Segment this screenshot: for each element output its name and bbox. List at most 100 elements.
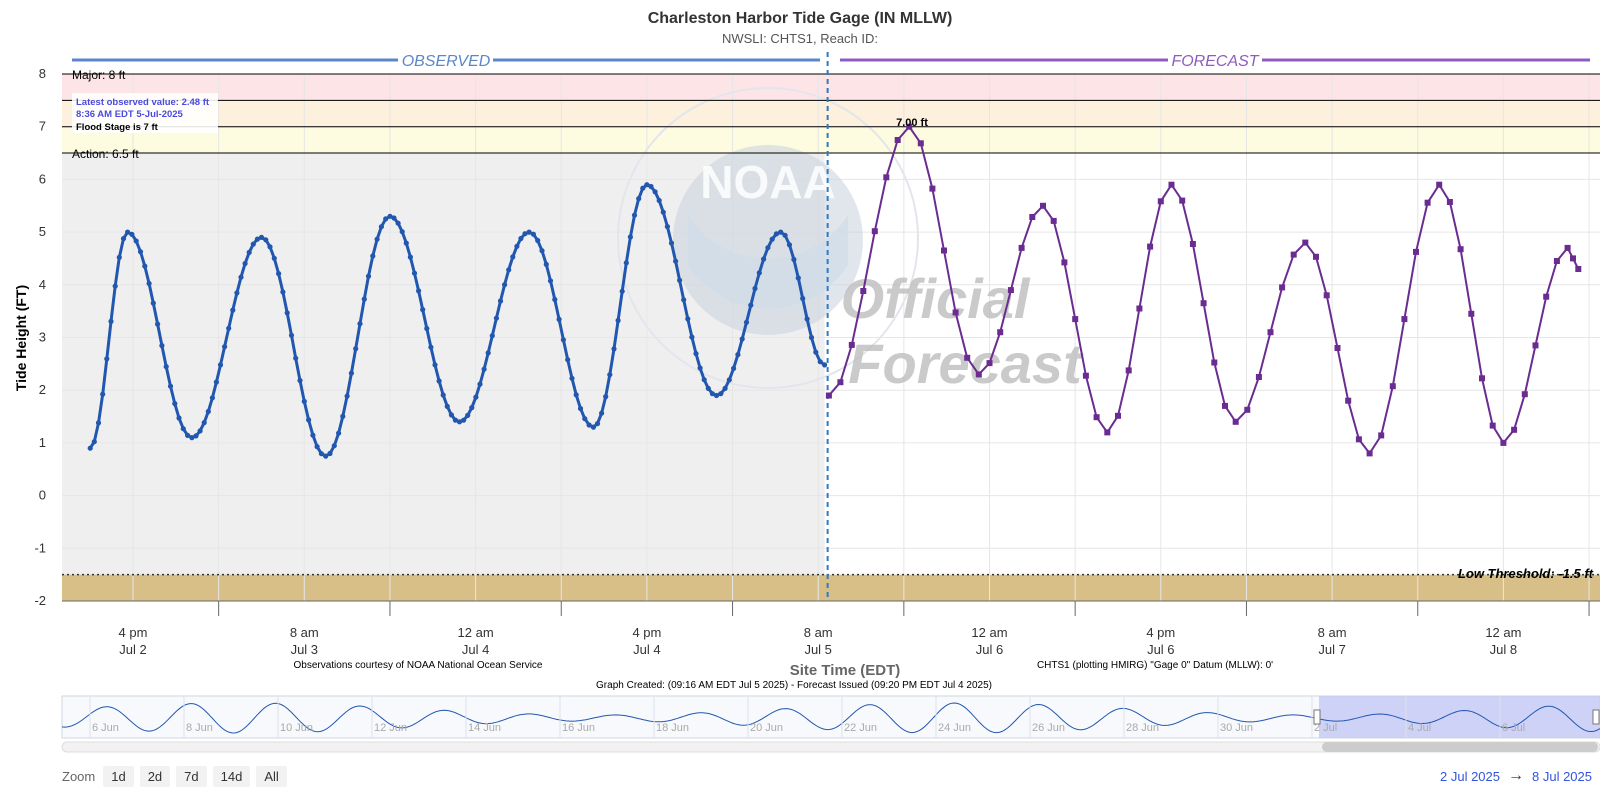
observed-point [201,420,207,426]
observed-point [506,267,512,273]
zoom-all-button[interactable]: All [256,765,287,787]
forecast-point [871,228,878,235]
observed-point [163,364,169,370]
x-tick-time: 4 pm [119,625,148,640]
observed-point [403,240,409,246]
observed-point [314,444,320,450]
forecast-point [1511,426,1518,433]
forecast-point [1267,329,1274,336]
observed-point [167,383,174,389]
observed-point [340,413,346,419]
watermark-logo: NOAA [700,156,835,208]
forecast-point [1479,375,1485,382]
watermark-forecast: Forecast [848,332,1084,395]
observed-point [120,236,127,242]
range-from[interactable]: 2 Jul 2025 [1440,768,1500,784]
action-threshold-label: Action: 6.5 ft [72,147,139,161]
observed-point [306,417,312,423]
forecast-point [1575,266,1582,272]
observed-point [556,316,562,322]
forecast-point [1413,248,1419,255]
observed-point [539,248,545,254]
navigator-left-handle[interactable] [1313,709,1321,725]
forecast-point [1446,199,1453,205]
observed-point [739,336,745,342]
observed-point [424,325,430,332]
observed-point [808,334,815,341]
forecast-point [1211,359,1218,366]
forecast-point [1570,255,1576,262]
observed-point [565,357,571,363]
observed-point [701,377,707,383]
observed-point [689,334,695,340]
forecast-point [1489,422,1496,429]
observed-point [254,236,260,242]
observed-point [773,231,780,237]
navigator-selection[interactable] [1319,696,1600,738]
observed-point [293,355,299,361]
observed-point [284,310,290,316]
observed-point [731,365,737,371]
date-range: 2 Jul 2025 → 8 Jul 2025 [1440,764,1592,788]
observed-point [795,275,801,281]
observed-point [407,254,413,260]
navigator-right-handle[interactable] [1592,709,1600,725]
zoom-7d-button[interactable]: 7d [176,765,207,787]
zoom-2d-button[interactable]: 2d [139,765,171,787]
navigator-scrollbar-track[interactable] [61,741,1600,753]
forecast-point [1457,246,1464,253]
observed-point [817,359,823,365]
y-tick-label: 2 [39,382,46,397]
forecast-point [1029,214,1036,220]
observed-point [353,346,359,352]
observed-point [569,375,575,381]
zoom-bar: Zoom 1d 2d 7d 14d All [62,764,287,788]
observed-point [697,365,703,371]
observed-point [510,254,516,260]
observed-point [765,245,771,251]
forecast-point [986,360,993,367]
observed-point [469,405,475,411]
observed-point [599,410,605,416]
y-tick-label: 8 [39,66,46,81]
navigator-date-label: 26 Jun [1032,722,1065,734]
zoom-14d-button[interactable]: 14d [212,765,251,787]
forecast-point [1302,239,1309,246]
major-threshold-label: Major: 8 ft [72,68,126,82]
observed-point [444,403,450,409]
observed-point [713,392,720,399]
observed-point [778,229,784,235]
observed-point [648,183,654,190]
observed-point [577,405,584,412]
low-threshold-band [62,574,1600,601]
observed-point [743,319,750,325]
forecast-point [1255,374,1262,380]
observed-point [761,256,767,262]
observed-point [222,344,228,350]
observed-point [543,261,549,267]
observed-point [87,445,93,451]
x-tick-date: Jul 7 [1318,642,1345,657]
forecast-point [1050,217,1057,224]
forecast-point [1157,198,1164,205]
forecast-point [837,379,844,386]
forecast-point [1147,243,1154,250]
forecast-point [1355,436,1362,443]
chart-subtitle: NWSLI: CHTS1, Reach ID: [722,31,878,46]
forecast-point [906,123,913,130]
observed-point [267,244,273,250]
navigator-date-label: 6 Jul [1502,722,1525,734]
observed-point [230,307,236,313]
observed-point [234,290,240,296]
observed-point [104,356,110,362]
low-threshold-label: Low Threshold: -1.5 ft [1458,566,1594,581]
forecast-point [1018,244,1025,251]
range-to[interactable]: 8 Jul 2025 [1532,768,1592,784]
observed-point [428,344,434,350]
observed-point [276,271,282,277]
observed-point [677,277,683,283]
navigator-date-label: 16 Jun [562,722,595,734]
range-arrow: → [1508,767,1524,784]
navigator-scrollbar-thumb[interactable] [1322,742,1598,752]
zoom-1d-button[interactable]: 1d [103,765,134,787]
